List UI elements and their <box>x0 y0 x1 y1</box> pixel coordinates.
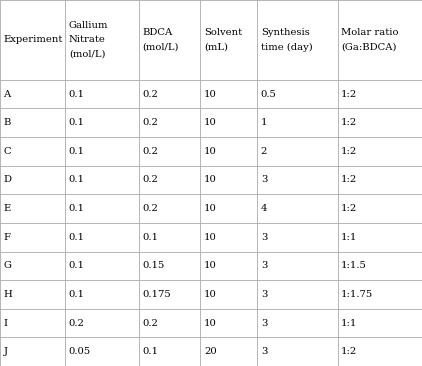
Text: H: H <box>3 290 12 299</box>
Text: 0.1: 0.1 <box>69 233 85 242</box>
Text: 3: 3 <box>261 290 267 299</box>
Text: 0.1: 0.1 <box>69 147 85 156</box>
Text: Molar ratio
(Ga:BDCA): Molar ratio (Ga:BDCA) <box>341 28 398 52</box>
Text: 1:2: 1:2 <box>341 347 357 356</box>
Text: 0.2: 0.2 <box>143 118 159 127</box>
Text: 0.1: 0.1 <box>143 233 159 242</box>
Text: 3: 3 <box>261 261 267 270</box>
Text: 3: 3 <box>261 347 267 356</box>
Text: 10: 10 <box>204 204 217 213</box>
Text: J: J <box>3 347 8 356</box>
Text: B: B <box>3 118 11 127</box>
Text: 0.2: 0.2 <box>143 147 159 156</box>
Text: 2: 2 <box>261 147 267 156</box>
Text: 10: 10 <box>204 318 217 328</box>
Text: F: F <box>3 233 11 242</box>
Text: E: E <box>3 204 11 213</box>
Text: 0.05: 0.05 <box>69 347 91 356</box>
Text: 3: 3 <box>261 233 267 242</box>
Text: Solvent
(mL): Solvent (mL) <box>204 28 242 52</box>
Text: 1:1: 1:1 <box>341 233 357 242</box>
Text: 0.15: 0.15 <box>143 261 165 270</box>
Text: 0.1: 0.1 <box>69 290 85 299</box>
Text: 1:2: 1:2 <box>341 204 357 213</box>
Text: 10: 10 <box>204 290 217 299</box>
Text: 0.2: 0.2 <box>143 175 159 184</box>
Text: 0.2: 0.2 <box>143 90 159 98</box>
Text: 0.1: 0.1 <box>143 347 159 356</box>
Text: 20: 20 <box>204 347 216 356</box>
Text: C: C <box>3 147 11 156</box>
Text: BDCA
(mol/L): BDCA (mol/L) <box>143 28 179 52</box>
Text: 1:2: 1:2 <box>341 175 357 184</box>
Text: 0.1: 0.1 <box>69 90 85 98</box>
Text: 10: 10 <box>204 233 217 242</box>
Text: 1:1: 1:1 <box>341 318 357 328</box>
Text: 10: 10 <box>204 90 217 98</box>
Text: 10: 10 <box>204 175 217 184</box>
Text: A: A <box>3 90 11 98</box>
Text: 1:1.5: 1:1.5 <box>341 261 367 270</box>
Text: 0.175: 0.175 <box>143 290 171 299</box>
Text: Gallium
Nitrate
(mol/L): Gallium Nitrate (mol/L) <box>69 21 108 59</box>
Text: 4: 4 <box>261 204 267 213</box>
Text: 1:2: 1:2 <box>341 147 357 156</box>
Text: Synthesis
time (day): Synthesis time (day) <box>261 28 313 52</box>
Text: 0.1: 0.1 <box>69 118 85 127</box>
Text: 3: 3 <box>261 175 267 184</box>
Text: 0.1: 0.1 <box>69 175 85 184</box>
Text: 0.2: 0.2 <box>69 318 85 328</box>
Text: 0.2: 0.2 <box>143 204 159 213</box>
Text: I: I <box>3 318 7 328</box>
Text: 1:2: 1:2 <box>341 90 357 98</box>
Text: G: G <box>3 261 11 270</box>
Text: 1:2: 1:2 <box>341 118 357 127</box>
Text: 0.2: 0.2 <box>143 318 159 328</box>
Text: 0.1: 0.1 <box>69 204 85 213</box>
Text: 0.1: 0.1 <box>69 261 85 270</box>
Text: 10: 10 <box>204 261 217 270</box>
Text: 0.5: 0.5 <box>261 90 277 98</box>
Text: 3: 3 <box>261 318 267 328</box>
Text: 1: 1 <box>261 118 267 127</box>
Text: 1:1.75: 1:1.75 <box>341 290 373 299</box>
Text: Experiment: Experiment <box>3 36 63 44</box>
Text: 10: 10 <box>204 147 217 156</box>
Text: D: D <box>3 175 11 184</box>
Text: 10: 10 <box>204 118 217 127</box>
